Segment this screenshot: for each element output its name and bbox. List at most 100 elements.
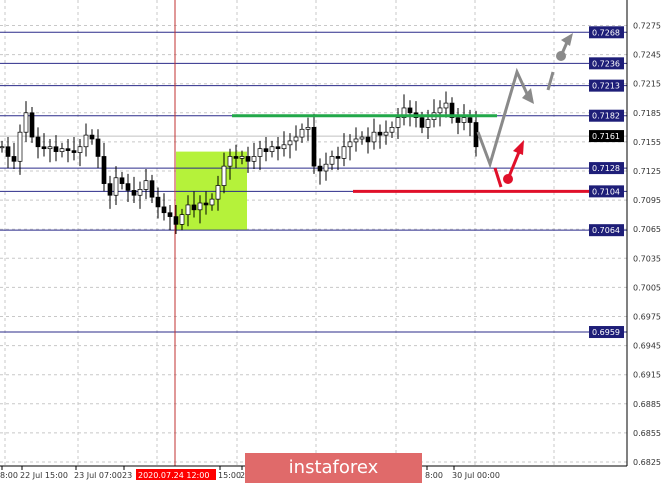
candle-body [449,102,455,118]
candle [377,124,383,149]
candle-body [335,156,341,159]
current-price-label-bg [589,130,624,143]
candle-body [233,156,239,159]
candle [77,138,83,167]
candle [0,140,5,153]
scenario-alt-arrow-shaft [506,151,521,180]
candle-body [407,107,413,114]
candle-body [113,177,119,196]
candle [179,208,185,231]
candle [125,173,131,203]
x-tick-label: 22 Jul 15:00 [20,471,68,480]
candle-body [227,156,233,167]
y-tick-label: 0.7215 [633,80,661,89]
candle-body [107,183,113,196]
arrow-down-icon [522,88,534,104]
candle-body [203,202,209,206]
y-tick-label: 0.6975 [633,313,661,322]
candle-body [275,146,281,150]
candle [449,97,455,124]
candle [89,129,95,145]
candle [383,120,389,145]
candle [227,148,233,180]
candle [239,150,245,165]
level-label: 0.7182 [592,112,620,121]
candle-body [209,198,215,206]
candle-body [461,117,467,123]
candle-body [269,146,275,152]
level-label-bg [589,109,624,122]
y-tick-label: 0.7095 [633,196,661,205]
candle-body [0,146,5,149]
y-tick-label: 0.7155 [633,138,661,147]
candle [317,158,323,185]
candle [47,138,53,163]
candle [191,191,197,218]
candle [299,123,305,143]
candle [281,131,287,157]
candle [311,113,317,174]
candle [293,125,299,151]
level-label: 0.7268 [592,28,620,37]
candle [341,133,347,167]
candle-body [173,216,179,225]
candle [359,131,365,145]
candle-body [425,119,431,128]
candle-body [221,165,227,186]
y-tick-label: 0.7005 [633,283,661,292]
candle-body [359,136,365,140]
candle [113,166,119,205]
candle [431,99,437,128]
candle [407,100,413,127]
candle [275,137,281,161]
candle-body [119,177,125,184]
candle-body [191,204,197,211]
scenario-alt-path [493,167,503,188]
candle-body [437,107,443,114]
candle-body [125,183,131,191]
candle [83,123,89,157]
candle [107,175,113,209]
candle-body [305,126,311,130]
level-label: 0.7236 [592,59,620,68]
candle-body [137,189,143,196]
candle-body [383,131,389,136]
candle [215,175,221,211]
level-label: 0.7213 [592,82,620,91]
candle [119,171,125,190]
level-label-bg [589,26,624,39]
candle [395,107,401,139]
candle [167,204,173,231]
candle-body [311,126,317,167]
y-tick-label: 0.6945 [633,342,661,351]
candle-body [47,146,53,150]
candle-body [365,136,371,143]
candle [137,181,143,209]
level-label-bg [589,57,624,70]
level-label-bg [589,326,624,339]
candle-body [371,131,377,143]
x-tick-label: 15:00 [218,471,241,480]
candle [221,152,227,194]
y-tick-label: 0.7035 [633,254,661,263]
current-price-label: 0.7161 [592,132,620,141]
candle-body [215,185,221,200]
y-tick-label: 0.7125 [633,167,661,176]
arrow-up-icon [513,140,524,155]
candle [329,150,335,171]
y-tick-label: 0.7245 [633,51,661,60]
candle [161,193,167,221]
candle-body [11,156,17,162]
candle-body [329,156,335,165]
candle-body [179,214,185,225]
y-tick-label: 0.6915 [633,371,661,380]
candle-body [455,117,461,123]
level-label-bg [589,162,624,175]
candle-body [287,140,293,146]
candle [455,107,461,135]
x-tick-label: 23 Jul 07:00 [74,471,122,480]
candle [335,146,341,171]
level-label: 0.6959 [592,328,620,337]
